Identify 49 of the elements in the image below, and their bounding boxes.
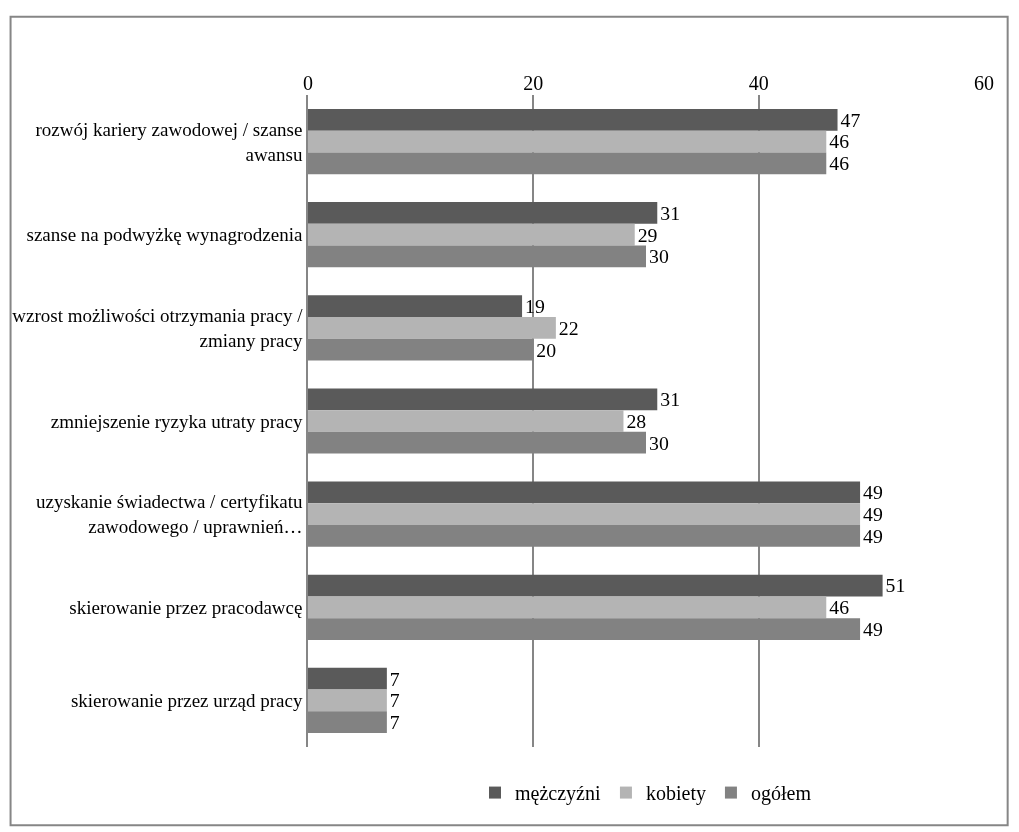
data-label: 31 (660, 388, 681, 411)
y-tick-label: zmniejszenie ryzyka utraty pracy (50, 410, 303, 432)
bar (308, 202, 658, 224)
data-label: 30 (649, 245, 669, 268)
data-label: 22 (558, 316, 579, 339)
data-label: 7 (389, 689, 400, 712)
bar (308, 388, 658, 411)
bar (308, 223, 635, 246)
data-label: 51 (885, 574, 906, 597)
y-tick-label: szanse na podwyżkę wynagrodzenia (26, 224, 304, 246)
data-label: 46 (829, 596, 850, 619)
x-tick-label: 60 (974, 72, 994, 94)
data-label: 49 (863, 617, 883, 640)
x-tick-label: 0 (303, 72, 313, 94)
bar (308, 574, 883, 597)
data-label: 28 (626, 409, 647, 432)
data-label: 31 (660, 201, 681, 224)
data-label: 47 (840, 108, 861, 131)
bar (308, 108, 838, 131)
y-tick-label: wzrost możliwości otrzymania pracy / zmiany pracy (12, 305, 304, 351)
legend-label: ogółem (750, 782, 812, 806)
x-tick-label: 40 (748, 72, 769, 94)
y-tick-label: skierowanie przez urząd pracy (70, 690, 303, 712)
y-tick-label: skierowanie przez pracodawcę (69, 596, 303, 618)
data-label: 7 (389, 711, 400, 734)
data-label: 46 (829, 130, 850, 153)
legend-label: mężczyźni (515, 782, 601, 806)
data-label: 7 (389, 667, 400, 690)
data-label: 29 (637, 223, 658, 246)
x-tick-label: 20 (523, 72, 544, 94)
data-label: 30 (649, 431, 669, 454)
bar (308, 481, 861, 504)
legend-label: kobiety (645, 782, 706, 806)
bar (308, 503, 861, 526)
bar (308, 667, 387, 690)
bar (308, 316, 556, 339)
bar (308, 596, 827, 619)
data-label: 49 (863, 481, 883, 504)
bar (308, 295, 523, 317)
y-tick-label: rozwój kariery zawodowej / szanse awansu (35, 118, 303, 165)
data-label: 46 (829, 152, 850, 175)
data-label: 49 (863, 524, 883, 547)
bar (308, 130, 827, 153)
data-label: 19 (525, 295, 545, 318)
data-label: 20 (536, 338, 557, 361)
y-tick-label: uzyskanie świadectwa / certyfikatu zawodowego / uprawnień… (36, 491, 303, 538)
bar (308, 689, 387, 712)
data-label: 49 (863, 503, 883, 526)
bar (308, 410, 624, 432)
